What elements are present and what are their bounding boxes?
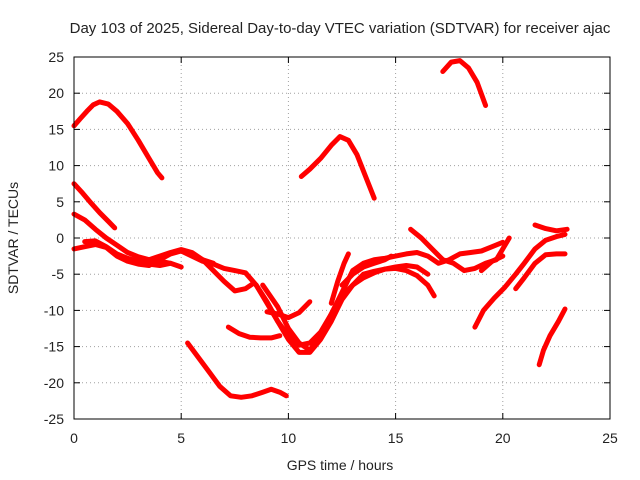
series-arc-5 <box>82 238 173 268</box>
series-arc-16 <box>408 226 512 274</box>
chart-title: Day 103 of 2025, Sidereal Day-to-day VTE… <box>70 20 611 37</box>
series-arc-8 <box>185 340 289 400</box>
series-arc-17 <box>440 58 489 108</box>
series-arc-21 <box>536 306 568 368</box>
y-axis-label: SDTVAR / TECUs <box>5 182 21 294</box>
data-series <box>71 58 570 400</box>
x-tick-label: 10 <box>281 430 297 446</box>
y-tick-label: -5 <box>52 266 65 282</box>
x-tick-label: 20 <box>495 430 511 446</box>
grid <box>74 57 610 419</box>
x-tick-label: 0 <box>70 430 78 446</box>
series-arc-13 <box>298 134 377 201</box>
series-arc-10 <box>253 263 431 355</box>
y-tick-label: 10 <box>48 158 64 174</box>
x-tick-label: 15 <box>388 430 404 446</box>
y-tick-label: 0 <box>56 230 64 246</box>
y-tick-label: 25 <box>48 49 64 65</box>
y-tick-label: 5 <box>56 194 64 210</box>
y-tick-label: -10 <box>44 302 64 318</box>
x-tick-label: 25 <box>602 430 618 446</box>
x-tick-label: 5 <box>177 430 185 446</box>
y-tick-label: -15 <box>44 339 64 355</box>
y-tick-label: -20 <box>44 375 64 391</box>
series-arc-14 <box>328 251 351 306</box>
series-arc-22 <box>532 222 570 234</box>
series-arc-20 <box>513 251 568 292</box>
series-arc-18 <box>472 231 568 330</box>
y-tick-label: 15 <box>48 121 64 137</box>
series-arc-11 <box>264 299 313 321</box>
x-axis-label: GPS time / hours <box>287 457 394 473</box>
series-arc-9 <box>225 324 283 341</box>
series-arc-15 <box>339 253 394 288</box>
y-tick-label: -25 <box>44 411 64 427</box>
series-arc-2 <box>71 181 118 231</box>
series-arc-1 <box>71 99 165 181</box>
series-arc-3 <box>71 211 184 270</box>
y-tick-label: 20 <box>48 85 64 101</box>
axis-ticks: 0 5 10 15 20 25 -25 -20 -15 -10 -5 0 5 10 15 20 25 <box>44 49 618 446</box>
series-arc-19 <box>478 253 506 274</box>
